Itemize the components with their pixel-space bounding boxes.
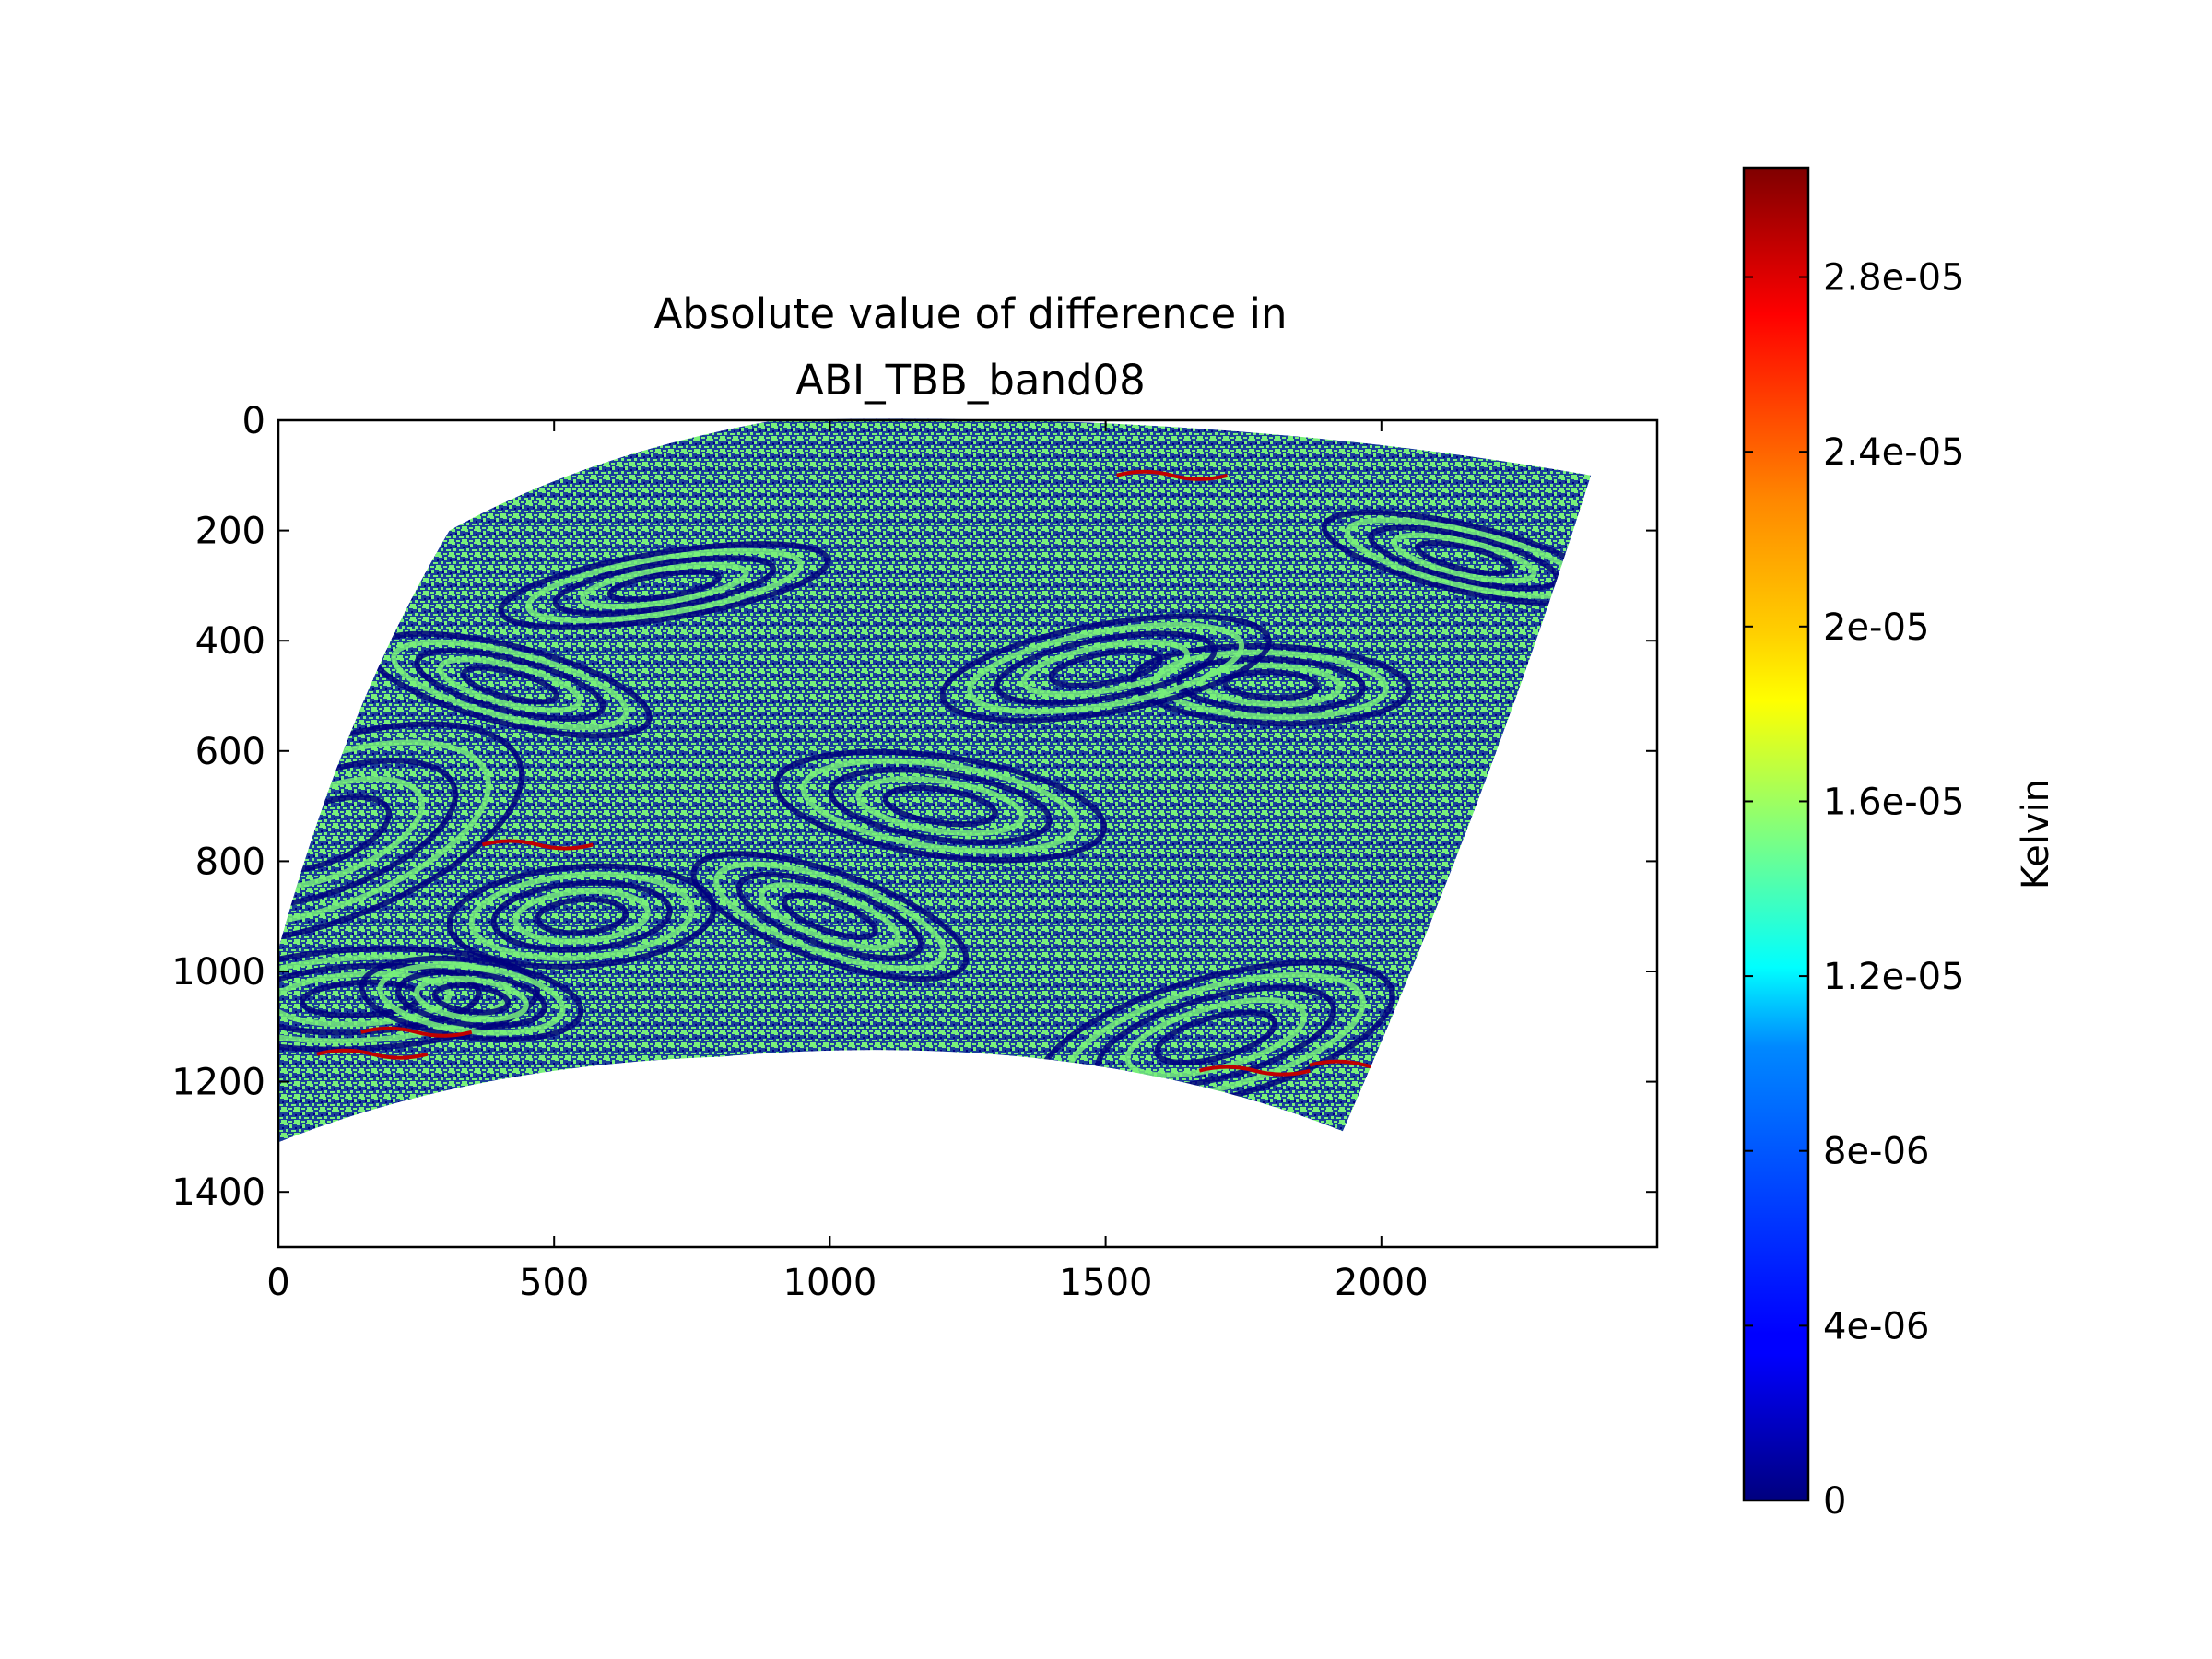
swirl-contour bbox=[882, 784, 998, 828]
swirl-contour bbox=[525, 547, 804, 624]
swirl-contour bbox=[1222, 668, 1320, 701]
swirl-contour bbox=[391, 639, 629, 731]
swirl-contour bbox=[490, 879, 673, 953]
colorbar-tick-label: 8e-06 bbox=[1823, 1131, 1929, 1173]
y-axis: 0 200 400 600 800 1000 1200 1400 bbox=[171, 400, 1657, 1214]
colorbar-tick-label: 0 bbox=[1823, 1480, 1846, 1523]
swirl-contour bbox=[437, 656, 582, 713]
high-value-streak bbox=[360, 1026, 473, 1038]
swirl-contour bbox=[498, 541, 831, 630]
swirl-contour bbox=[278, 946, 541, 1053]
x-tick-label: 2000 bbox=[1335, 1262, 1429, 1304]
swirl-contour bbox=[800, 758, 1080, 854]
swirl-contour bbox=[1391, 532, 1537, 584]
swirl-contour bbox=[1414, 540, 1514, 576]
colorbar-tick-label: 2.8e-05 bbox=[1823, 257, 1965, 300]
swirl-contour bbox=[773, 748, 1108, 864]
swirl-contour bbox=[460, 665, 559, 705]
swirl-contour bbox=[1321, 510, 1592, 606]
x-tick-label: 1500 bbox=[1059, 1262, 1153, 1304]
swirl-contour bbox=[413, 975, 529, 1022]
high-value-streak bbox=[316, 1048, 429, 1060]
swirl-contour bbox=[580, 561, 749, 610]
swirl-contour bbox=[994, 630, 1218, 706]
swirl-contour bbox=[552, 555, 777, 617]
swirl-contour bbox=[278, 971, 453, 1028]
swirl-contour bbox=[414, 648, 606, 722]
colorbar-tick-label: 1.2e-05 bbox=[1823, 956, 1965, 998]
swirl-contour bbox=[377, 962, 566, 1036]
x-axis: 0 500 1000 1500 2000 bbox=[266, 420, 1429, 1304]
y-tick-label: 1200 bbox=[171, 1062, 265, 1104]
chart-title-line-2: ABI_TBB_band08 bbox=[795, 356, 1146, 405]
swirl-contour bbox=[395, 969, 547, 1030]
y-tick-label: 0 bbox=[242, 400, 265, 442]
swirl-contour bbox=[855, 776, 1026, 837]
swirl-contour bbox=[1130, 642, 1412, 727]
colorbar-tick-label: 1.6e-05 bbox=[1823, 781, 1965, 823]
swirl-contour bbox=[1199, 662, 1343, 708]
y-tick-label: 200 bbox=[195, 511, 265, 553]
swirl-contour bbox=[939, 613, 1272, 724]
swirl-contour bbox=[1154, 1009, 1278, 1065]
swirl-contour bbox=[359, 955, 584, 1042]
swirl-contour bbox=[512, 888, 651, 945]
swirl-contour bbox=[446, 863, 717, 970]
high-value-streak bbox=[481, 839, 594, 851]
swirl-contour bbox=[535, 896, 629, 936]
x-tick-label: 1000 bbox=[783, 1262, 877, 1304]
colorbar-tick-label: 2e-05 bbox=[1823, 606, 1929, 649]
swirl-contour bbox=[1176, 655, 1366, 714]
swirl-contour bbox=[967, 622, 1245, 715]
swirl-contour bbox=[782, 892, 878, 940]
colorbar-frame bbox=[1742, 166, 1810, 1502]
swirl-contour bbox=[828, 767, 1053, 845]
heatmap-image bbox=[278, 418, 1592, 1143]
colorbar-tick-label: 4e-06 bbox=[1823, 1305, 1929, 1347]
swirl-contour bbox=[606, 569, 723, 603]
y-tick-label: 1000 bbox=[171, 951, 265, 994]
swirl-contour bbox=[1153, 649, 1389, 721]
colorbar-label: Kelvin bbox=[2015, 779, 2057, 889]
y-tick-label: 600 bbox=[195, 731, 265, 773]
high-value-streak bbox=[1116, 469, 1229, 481]
chart-title-line-1: Absolute value of difference in bbox=[653, 289, 1287, 338]
swirl-contour bbox=[1048, 648, 1163, 688]
high-value-streak bbox=[1198, 1065, 1311, 1077]
axes-frame bbox=[276, 418, 1659, 1249]
colorbar-tick-label: 2.4e-05 bbox=[1823, 431, 1965, 474]
y-tick-label: 1400 bbox=[171, 1171, 265, 1214]
colorbar-ticks: 0 4e-06 8e-06 1.2e-05 1.6e-05 2e-05 2.4e-05 2.8… bbox=[1744, 257, 1965, 1523]
swirl-contour bbox=[468, 871, 695, 961]
swirl-contour bbox=[690, 851, 970, 982]
x-tick-label: 0 bbox=[266, 1262, 289, 1304]
swirl-contour bbox=[431, 982, 512, 1016]
swirl-contour bbox=[1021, 639, 1191, 698]
y-tick-label: 800 bbox=[195, 841, 265, 883]
colorbar bbox=[1744, 168, 1808, 1500]
x-tick-label: 500 bbox=[519, 1262, 589, 1304]
swirl-contour bbox=[735, 871, 924, 961]
swirl-contour bbox=[713, 861, 947, 971]
swirl-contour bbox=[759, 882, 901, 951]
y-tick-label: 400 bbox=[195, 620, 265, 663]
